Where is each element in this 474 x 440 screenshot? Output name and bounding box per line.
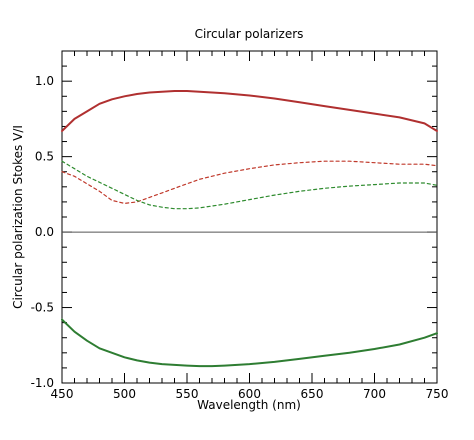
y-tick-label: 0.5 (35, 150, 54, 164)
y-tick-label: 1.0 (35, 74, 54, 88)
x-tick-label: 500 (113, 387, 136, 401)
x-tick-label: 600 (238, 387, 261, 401)
series-line-4 (61, 160, 438, 210)
x-tick-label: 750 (426, 387, 449, 401)
y-tick-label: 0.0 (35, 225, 54, 239)
tick-labels: 450 500 550 600 650 700 750 -1.0 -0.5 0.0 0.5 1.0 (31, 74, 449, 401)
x-axis-title: Wavelength (nm) (197, 398, 301, 412)
ticks (61, 50, 438, 384)
chart-title: Circular polarizers (195, 27, 304, 41)
series-line-2 (61, 318, 438, 368)
series-layer (61, 90, 438, 368)
y-tick-label: -1.0 (31, 376, 54, 390)
x-tick-label: 450 (51, 387, 74, 401)
series-line-1 (61, 90, 438, 132)
y-tick-label: -0.5 (31, 301, 54, 315)
x-tick-label: 700 (363, 387, 386, 401)
x-tick-label: 550 (176, 387, 199, 401)
y-axis-title: Circular polarization Stokes V/I (11, 125, 25, 309)
series-line-3 (61, 160, 438, 204)
plot-area (61, 50, 438, 384)
x-tick-label: 650 (301, 387, 324, 401)
